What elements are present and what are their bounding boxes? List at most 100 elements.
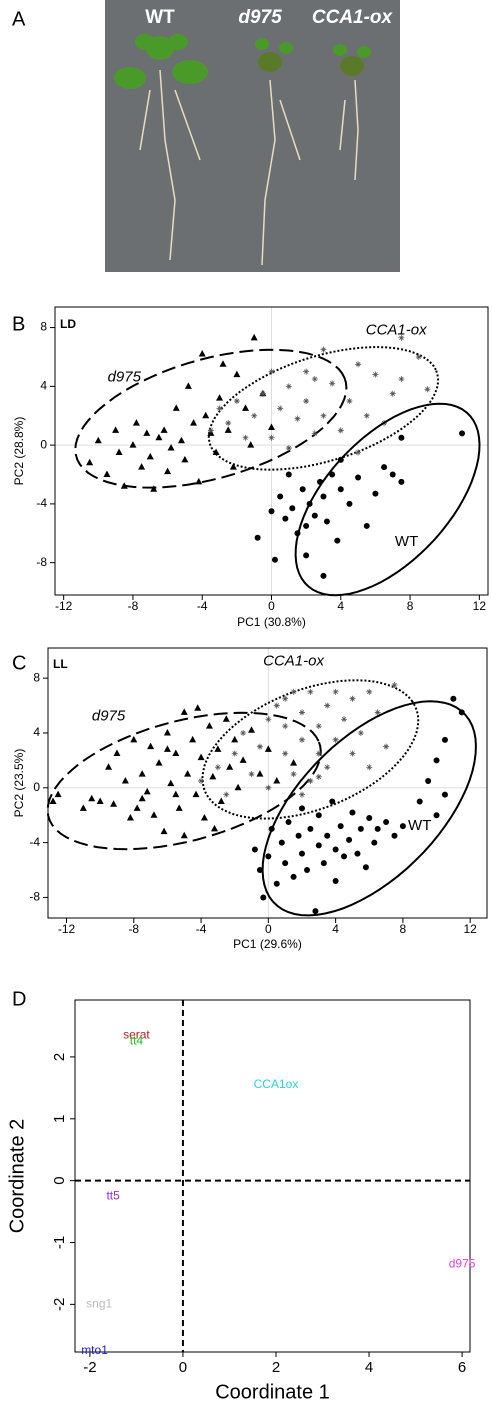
point [88, 794, 96, 802]
x-tick-label: 8 [400, 922, 407, 936]
point [167, 779, 175, 787]
point [311, 376, 318, 382]
point-label: tt4 [130, 1034, 144, 1048]
x-tick-label: 0 [268, 599, 275, 613]
point [298, 709, 305, 716]
point [303, 368, 310, 375]
x-axis-label: PC1 (29.6%) [233, 937, 302, 951]
y-tick-label: 0 [33, 780, 40, 794]
point [121, 776, 129, 784]
point [126, 813, 134, 821]
point [389, 390, 396, 397]
point [298, 791, 305, 798]
point [349, 695, 356, 702]
point [311, 430, 318, 437]
y-axis-label: Coordinate 2 [6, 1119, 28, 1234]
panel-label: A [12, 8, 26, 30]
panel-label: C [12, 652, 26, 674]
ellipse [261, 700, 477, 917]
point [251, 412, 258, 419]
point [332, 846, 339, 853]
y-tick-label: -4 [36, 496, 47, 510]
x-tick-label: 0 [179, 1359, 187, 1376]
y-tick-label: 1 [51, 1115, 68, 1123]
point [160, 426, 168, 433]
point [329, 798, 336, 805]
point [349, 750, 356, 757]
point [143, 429, 151, 436]
point [389, 471, 396, 478]
point [150, 485, 158, 492]
point [285, 819, 292, 826]
point [320, 346, 327, 353]
photo: A WT d975 CCA1-ox [12, 0, 400, 272]
point [282, 515, 289, 522]
point [337, 427, 344, 434]
y-tick-label: -2 [51, 1298, 68, 1311]
point [181, 455, 189, 463]
point [248, 726, 256, 733]
x-tick-label: 12 [464, 922, 478, 936]
point [285, 471, 292, 478]
group-label: d975 [108, 368, 142, 385]
point [398, 334, 405, 341]
point [285, 445, 292, 452]
point [363, 412, 370, 419]
point [268, 434, 275, 441]
x-tick-label: -8 [128, 922, 139, 936]
point [138, 463, 146, 470]
point [184, 770, 192, 777]
y-tick-label: -8 [29, 890, 40, 904]
point [441, 791, 448, 798]
point [105, 763, 113, 770]
point [433, 812, 440, 819]
point [268, 423, 275, 430]
point [225, 420, 232, 427]
point-label: sng1 [86, 1297, 112, 1311]
point [250, 333, 258, 341]
point [329, 471, 336, 478]
point [362, 864, 369, 871]
point [54, 790, 62, 798]
point [337, 823, 344, 830]
point [256, 770, 264, 777]
point [323, 518, 330, 525]
point [355, 449, 362, 456]
point [198, 350, 206, 357]
point [256, 867, 263, 874]
point [341, 853, 348, 860]
x-axis-label: PC1 (30.8%) [237, 615, 306, 629]
point [294, 415, 301, 422]
point [216, 394, 224, 401]
point [307, 777, 314, 784]
photo-label: CCA1-ox [312, 7, 394, 28]
point [259, 390, 266, 397]
point [320, 572, 327, 579]
point [195, 477, 203, 485]
point [383, 743, 390, 750]
photo-label: WT [145, 7, 175, 28]
point [334, 537, 341, 544]
point [192, 790, 200, 798]
point [207, 427, 214, 434]
point [374, 709, 381, 716]
point [332, 688, 339, 695]
point [458, 709, 465, 716]
point [49, 797, 57, 805]
point [264, 745, 272, 752]
point-label: d975 [449, 1256, 476, 1270]
point [138, 794, 146, 802]
point [214, 764, 221, 771]
point [337, 486, 344, 493]
point [366, 688, 373, 695]
point [268, 825, 275, 832]
group-label: CCA1-ox [263, 653, 324, 670]
annotation: LL [53, 657, 68, 671]
point [147, 742, 155, 750]
x-tick-label: 4 [332, 922, 339, 936]
point [315, 750, 322, 757]
point [231, 750, 238, 757]
ellipse [201, 679, 420, 820]
point [180, 708, 188, 715]
point [155, 759, 163, 766]
